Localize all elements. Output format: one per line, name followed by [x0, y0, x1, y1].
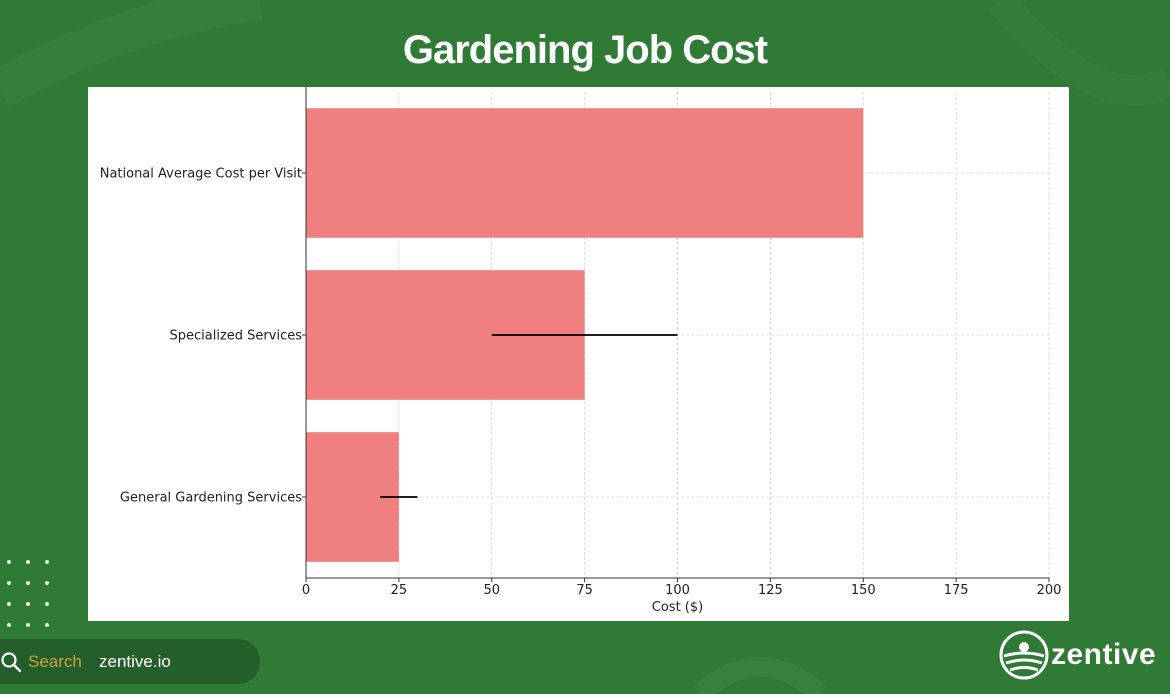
chart-panel: National Average Cost per Visit Specializ…: [88, 87, 1069, 621]
category-label: General Gardening Services: [120, 491, 302, 506]
bar-chart: National Average Cost per Visit Specializ…: [100, 87, 1062, 615]
x-tick-label: 100: [665, 583, 690, 598]
x-tick-label: 25: [391, 583, 408, 598]
category-label: National Average Cost per Visit: [100, 167, 302, 182]
brand-logo: zentive: [999, 628, 1164, 686]
bar: [306, 108, 864, 238]
x-tick-label: 0: [302, 583, 310, 598]
x-tick-label: 150: [851, 583, 876, 598]
decorative-dots: [5, 560, 55, 632]
search-icon: [1, 652, 22, 673]
x-tick-label: 125: [758, 583, 783, 598]
logo-text: zentive: [1051, 638, 1157, 671]
category-label: Specialized Services: [170, 329, 303, 344]
x-tick-label: 175: [944, 583, 969, 598]
page-title: Gardening Job Cost: [402, 28, 768, 72]
search-label: Search: [28, 652, 82, 671]
x-tick-label: 200: [1037, 583, 1062, 598]
logo-icon: [999, 630, 1049, 680]
x-tick-label: 75: [576, 583, 593, 598]
x-axis-label: Cost ($): [652, 600, 703, 615]
x-tick-label: 50: [483, 583, 500, 598]
search-bar[interactable]: Search zentive.io: [0, 639, 260, 684]
search-domain: zentive.io: [99, 652, 171, 671]
